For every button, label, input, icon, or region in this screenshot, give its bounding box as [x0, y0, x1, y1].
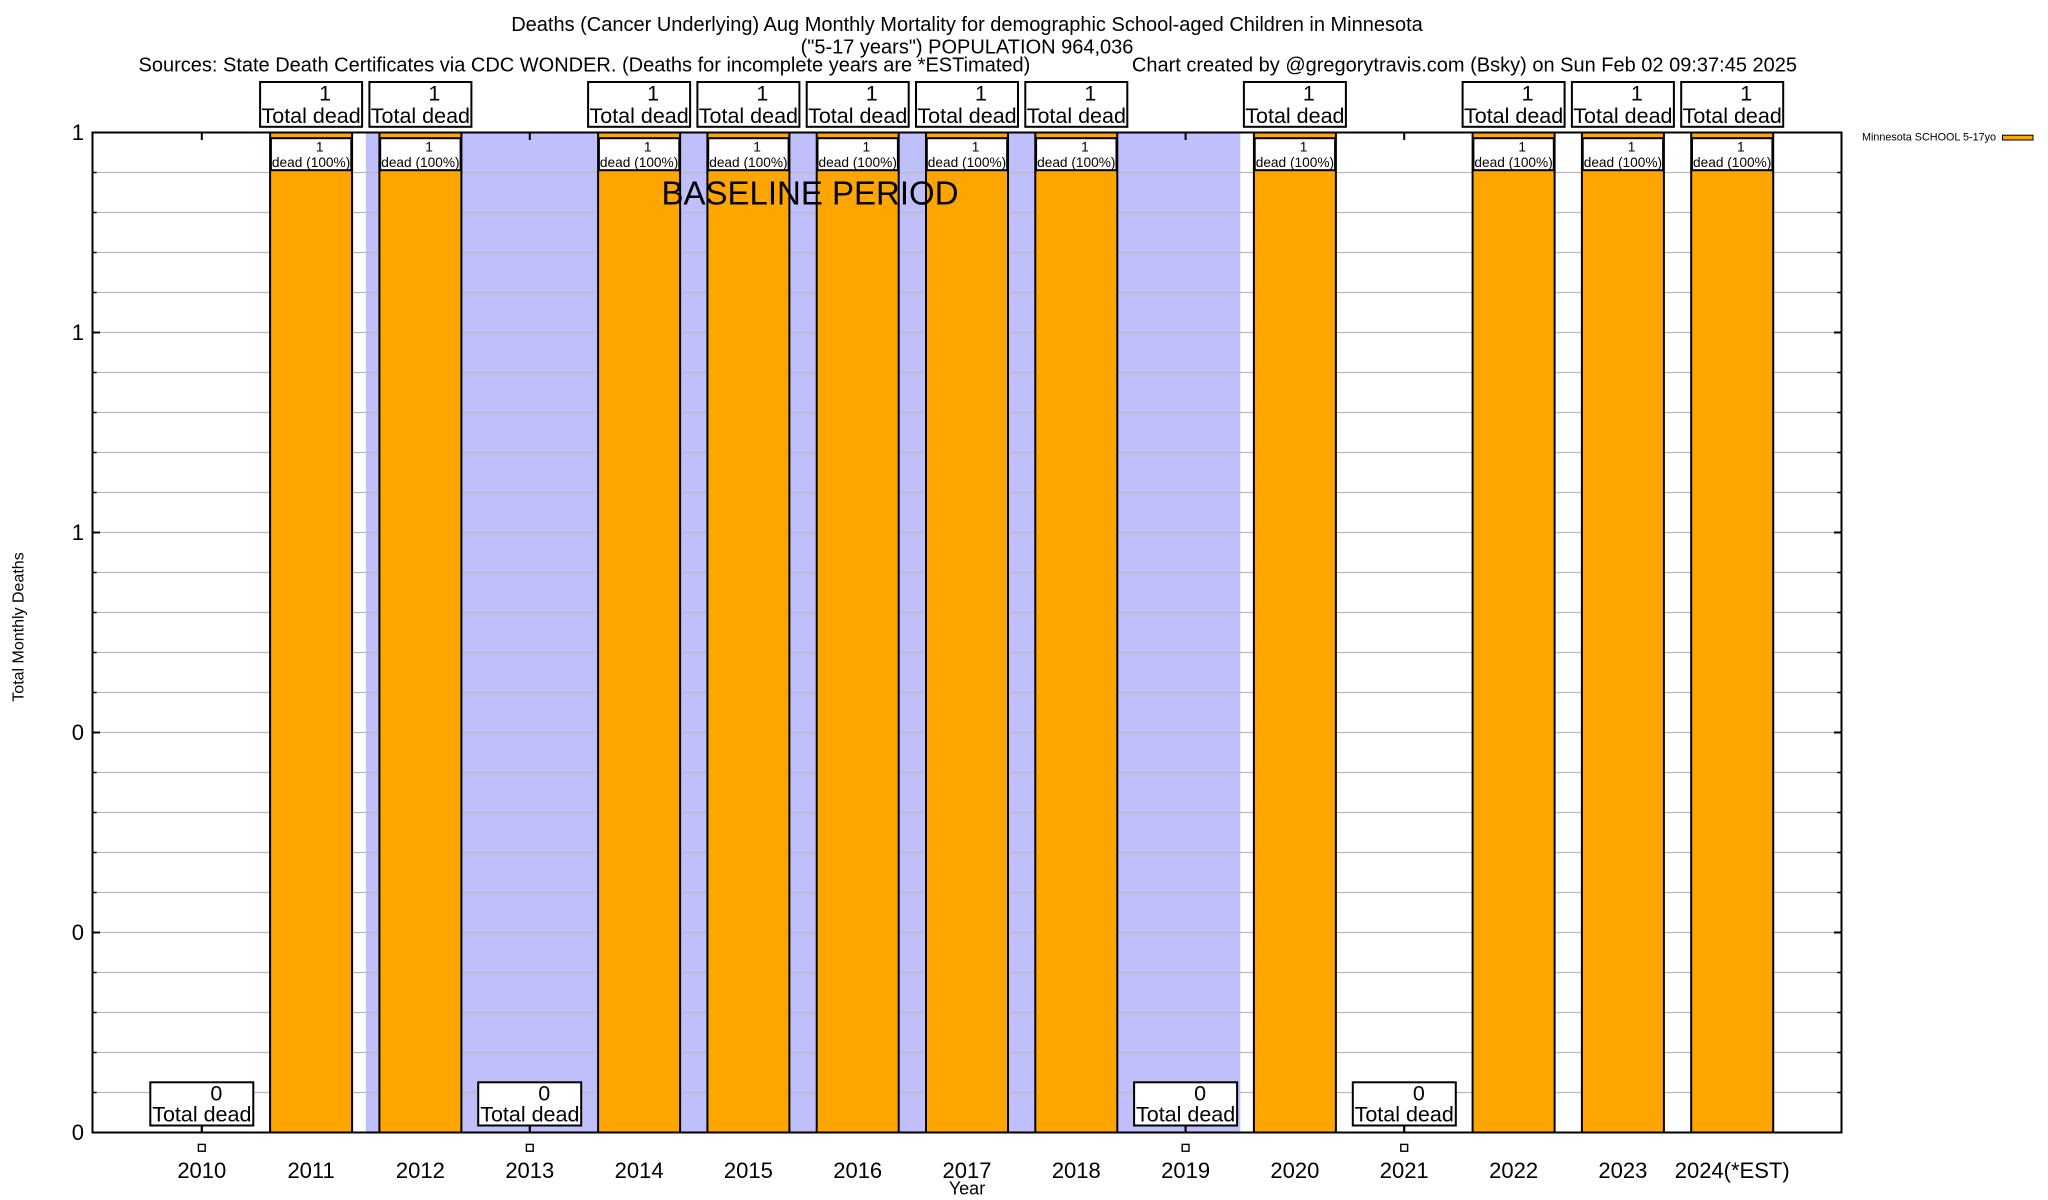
svg-text:Sources: State Death Certifica: Sources: State Death Certificates via CD…	[139, 55, 1031, 77]
svg-text:dead (100%): dead (100%)	[1474, 155, 1552, 170]
svg-text:Total dead: Total dead	[371, 104, 470, 128]
svg-text:2016: 2016	[833, 1158, 882, 1183]
svg-text:("5-17 years") POPULATION 964,: ("5-17 years") POPULATION 964,036	[801, 37, 1134, 59]
svg-text:1: 1	[644, 140, 652, 155]
svg-text:2019: 2019	[1161, 1158, 1210, 1183]
svg-text:Chart created by @gregorytravi: Chart created by @gregorytravis.com (Bsk…	[1132, 55, 1797, 77]
svg-text:1: 1	[1084, 82, 1096, 106]
svg-text:Total dead: Total dead	[1683, 104, 1782, 128]
svg-text:2014: 2014	[615, 1158, 664, 1183]
svg-text:1: 1	[428, 82, 440, 106]
svg-text:1: 1	[1737, 140, 1745, 155]
svg-text:BASELINE PERIOD: BASELINE PERIOD	[661, 175, 958, 212]
svg-text:2021: 2021	[1380, 1158, 1429, 1183]
svg-text:Total dead: Total dead	[589, 104, 688, 128]
svg-text:Total dead: Total dead	[261, 104, 360, 128]
svg-text:1: 1	[1522, 82, 1534, 106]
svg-text:Total dead: Total dead	[1573, 104, 1672, 128]
svg-text:dead (100%): dead (100%)	[1256, 155, 1334, 170]
svg-text:1: 1	[72, 120, 84, 145]
svg-text:1: 1	[1628, 140, 1636, 155]
svg-text:Total dead: Total dead	[480, 1103, 579, 1127]
svg-text:0: 0	[1413, 1082, 1425, 1106]
svg-text:1: 1	[753, 140, 761, 155]
svg-text:Total dead: Total dead	[808, 104, 907, 128]
svg-text:Year: Year	[949, 1179, 985, 1199]
svg-text:1: 1	[319, 82, 331, 106]
svg-text:2012: 2012	[396, 1158, 445, 1183]
svg-text:dead (100%): dead (100%)	[1037, 155, 1115, 170]
svg-text:2022: 2022	[1489, 1158, 1538, 1183]
svg-text:2023: 2023	[1598, 1158, 1647, 1183]
svg-text:0: 0	[538, 1082, 550, 1106]
svg-text:2020: 2020	[1270, 1158, 1319, 1183]
svg-text:Total Monthly Deaths: Total Monthly Deaths	[11, 552, 28, 701]
svg-text:Total dead: Total dead	[1027, 104, 1126, 128]
svg-text:dead (100%): dead (100%)	[928, 155, 1006, 170]
svg-text:dead (100%): dead (100%)	[819, 155, 897, 170]
svg-text:2013: 2013	[505, 1158, 554, 1183]
svg-text:0: 0	[72, 1120, 84, 1145]
svg-text:Minnesota SCHOOL 5-17yo: Minnesota SCHOOL 5-17yo	[1862, 132, 1996, 144]
svg-text:Total dead: Total dead	[917, 104, 1016, 128]
svg-text:0: 0	[72, 920, 84, 945]
svg-text:Total dead: Total dead	[1136, 1103, 1235, 1127]
svg-text:1: 1	[756, 82, 768, 106]
svg-text:1: 1	[316, 140, 324, 155]
svg-text:Total dead: Total dead	[1245, 104, 1344, 128]
svg-text:dead (100%): dead (100%)	[272, 155, 350, 170]
svg-text:0: 0	[72, 720, 84, 745]
svg-text:0: 0	[210, 1082, 222, 1106]
svg-text:0: 0	[1194, 1082, 1206, 1106]
svg-text:Total dead: Total dead	[699, 104, 798, 128]
svg-text:1: 1	[1081, 140, 1089, 155]
svg-text:1: 1	[1631, 82, 1643, 106]
svg-text:2018: 2018	[1052, 1158, 1101, 1183]
svg-text:dead (100%): dead (100%)	[1584, 155, 1662, 170]
svg-text:Deaths (Cancer Underlying) Aug: Deaths (Cancer Underlying) Aug Monthly M…	[511, 14, 1423, 36]
svg-text:1: 1	[72, 520, 84, 545]
svg-text:2011: 2011	[287, 1158, 334, 1183]
svg-text:1: 1	[1303, 82, 1315, 106]
svg-text:dead (100%): dead (100%)	[381, 155, 459, 170]
svg-text:dead (100%): dead (100%)	[600, 155, 678, 170]
svg-text:2024(*EST): 2024(*EST)	[1675, 1158, 1790, 1183]
svg-text:1: 1	[862, 140, 870, 155]
svg-text:dead (100%): dead (100%)	[709, 155, 787, 170]
svg-text:Total dead: Total dead	[1355, 1103, 1454, 1127]
svg-text:dead (100%): dead (100%)	[1693, 155, 1771, 170]
svg-text:1: 1	[975, 82, 987, 106]
svg-text:1: 1	[647, 82, 659, 106]
svg-text:1: 1	[425, 140, 433, 155]
svg-text:1: 1	[1300, 140, 1308, 155]
svg-text:2010: 2010	[177, 1158, 226, 1183]
svg-text:Total dead: Total dead	[152, 1103, 251, 1127]
svg-text:1: 1	[72, 320, 84, 345]
svg-text:1: 1	[1518, 140, 1526, 155]
svg-text:2015: 2015	[724, 1158, 773, 1183]
svg-text:1: 1	[866, 82, 878, 106]
svg-text:Total dead: Total dead	[1464, 104, 1563, 128]
svg-text:2017: 2017	[943, 1158, 992, 1183]
svg-text:1: 1	[972, 140, 980, 155]
svg-text:1: 1	[1740, 82, 1752, 106]
